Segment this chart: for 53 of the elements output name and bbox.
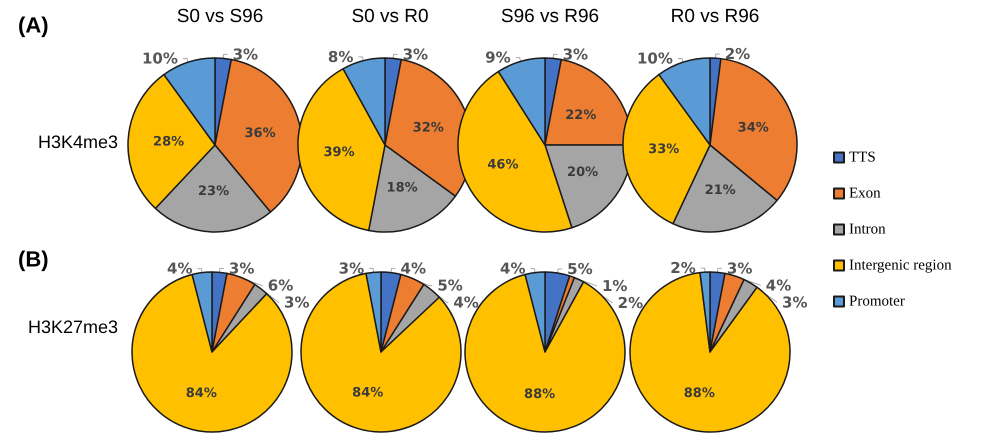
- data-label: 3%: [402, 45, 428, 64]
- data-label: 84%: [186, 386, 217, 402]
- data-label: 88%: [684, 386, 715, 402]
- data-label: 28%: [153, 134, 184, 150]
- data-label: 88%: [524, 387, 556, 402]
- data-label: 9%: [485, 48, 511, 67]
- legend-label: Intergenic region: [849, 258, 952, 274]
- data-label: 10%: [142, 49, 178, 68]
- data-label: 18%: [386, 180, 418, 196]
- data-label: 3%: [338, 259, 364, 278]
- legend-label: Exon: [849, 186, 882, 202]
- data-label: 23%: [198, 184, 230, 199]
- chart-title: S0 vs R0: [351, 6, 429, 27]
- data-label: 4%: [167, 260, 192, 278]
- chart-title: S96 vs R96: [500, 6, 600, 27]
- data-label: 8%: [328, 48, 354, 66]
- data-label: 46%: [487, 157, 518, 172]
- legend-label: Intron: [849, 222, 886, 238]
- data-label: 33%: [648, 142, 680, 157]
- text: (B): [18, 246, 49, 272]
- data-label: 36%: [244, 126, 276, 141]
- data-label: 2%: [670, 259, 696, 278]
- chart-title: R0 vs R96: [670, 6, 760, 27]
- data-label: 10%: [636, 49, 673, 68]
- legend-label: Promoter: [849, 294, 905, 310]
- data-label: 4%: [500, 260, 526, 278]
- data-label: 84%: [352, 385, 384, 400]
- data-label: 34%: [738, 120, 769, 136]
- data-label: 5%: [437, 276, 463, 295]
- data-label: 4%: [766, 276, 792, 294]
- data-label: 6%: [268, 276, 294, 294]
- text: H3K27me3: [28, 317, 118, 337]
- data-label: 2%: [724, 45, 750, 64]
- data-label: 3%: [232, 45, 258, 64]
- data-label: 3%: [782, 293, 808, 312]
- data-label: 3%: [726, 259, 752, 278]
- data-label: 1%: [602, 277, 628, 296]
- data-label: 4%: [453, 294, 479, 312]
- text: (A): [18, 12, 49, 38]
- data-label: 21%: [704, 182, 736, 198]
- legend-label: TTS: [849, 150, 876, 166]
- data-label: 2%: [618, 294, 644, 312]
- data-label: 3%: [284, 293, 310, 312]
- text: H3K4me3: [38, 132, 118, 152]
- data-label: 4%: [400, 260, 426, 278]
- data-label: 39%: [324, 144, 355, 160]
- data-label: 5%: [567, 260, 593, 278]
- data-label: 22%: [565, 108, 596, 123]
- data-label: 3%: [562, 45, 588, 64]
- data-label: 3%: [228, 259, 254, 278]
- chart-title: S0 vs S96: [176, 6, 264, 27]
- data-label: 20%: [567, 164, 598, 180]
- data-label: 32%: [412, 120, 444, 136]
